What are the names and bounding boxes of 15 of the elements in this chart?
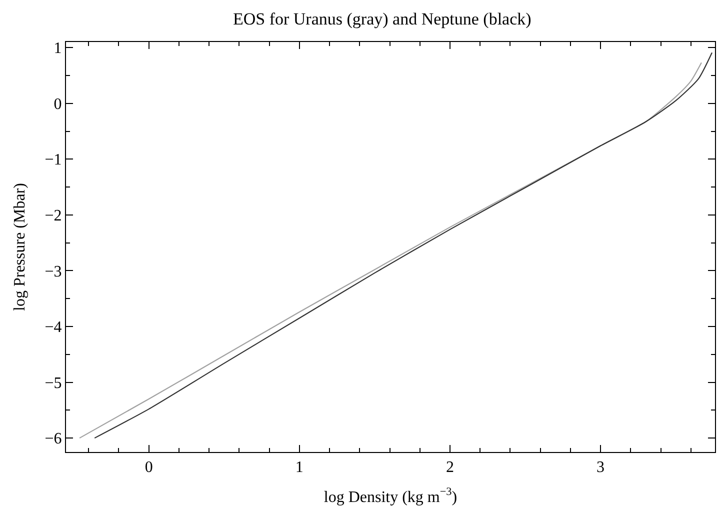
y-tick-label: −3	[44, 263, 62, 280]
y-axis-title: log Pressure (Mbar)	[12, 183, 29, 311]
y-tick-label: −6	[44, 430, 62, 448]
y-tick-label: 0	[54, 96, 62, 113]
y-tick-label: 1	[54, 40, 62, 58]
x-tick-label: 3	[596, 459, 605, 476]
x-axis-title: log Density (kg m$^{−3}$)	[324, 486, 458, 506]
x-tick-label: 0	[144, 459, 153, 476]
x-tick-label: 1	[295, 459, 304, 476]
x-tick-label: 2	[446, 459, 454, 476]
y-tick-label: −5	[44, 374, 62, 392]
y-tick-label: −1	[44, 152, 62, 169]
chart-title: EOS for Uranus (gray) and Neptune (black)	[232, 10, 532, 29]
y-tick-label: −2	[44, 208, 62, 225]
y-tick-label: −4	[44, 319, 62, 336]
